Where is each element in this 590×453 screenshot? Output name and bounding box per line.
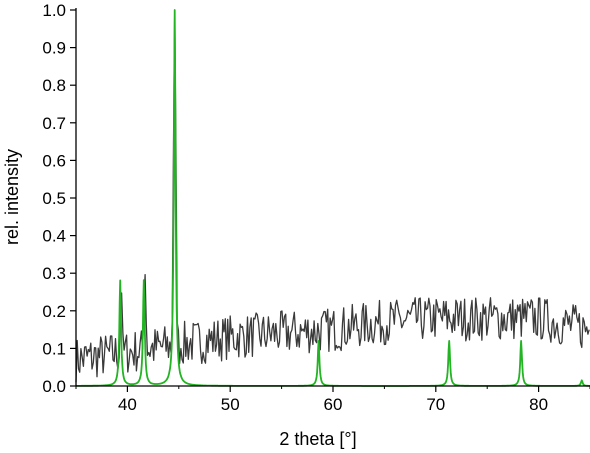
y-tick-label: 0.9: [42, 39, 66, 58]
y-tick-label: 0.2: [42, 302, 66, 321]
y-tick-label: 0.0: [42, 377, 66, 396]
y-tick-label: 0.1: [42, 339, 66, 358]
y-tick-label: 0.5: [42, 189, 66, 208]
plot-area: [75, 9, 590, 387]
y-tick-label: 0.3: [42, 264, 66, 283]
x-tick-label: 60: [324, 395, 343, 414]
x-axis-ticks: 40 50 60 70 80: [75, 386, 590, 414]
y-tick-label: 0.7: [42, 114, 66, 133]
x-tick-label: 50: [221, 395, 240, 414]
y-tick-label: 0.6: [42, 151, 66, 170]
x-tick-label: 80: [529, 395, 548, 414]
y-axis-ticks: 0.0 0.1 0.2 0.3 0.4 0.5 0.6 0.7 0.8 0.9 1.0: [42, 1, 76, 396]
y-axis-label: rel. intensity: [2, 149, 22, 245]
y-tick-label: 1.0: [42, 1, 66, 20]
reference-peaks-line: [75, 9, 590, 387]
measured-pattern-line: [75, 9, 590, 383]
x-tick-label: 70: [426, 395, 445, 414]
x-axis-label: 2 theta [°]: [279, 429, 356, 449]
axes: [75, 8, 590, 387]
x-tick-label: 40: [118, 395, 137, 414]
y-tick-label: 0.4: [42, 227, 66, 246]
y-tick-label: 0.8: [42, 76, 66, 95]
